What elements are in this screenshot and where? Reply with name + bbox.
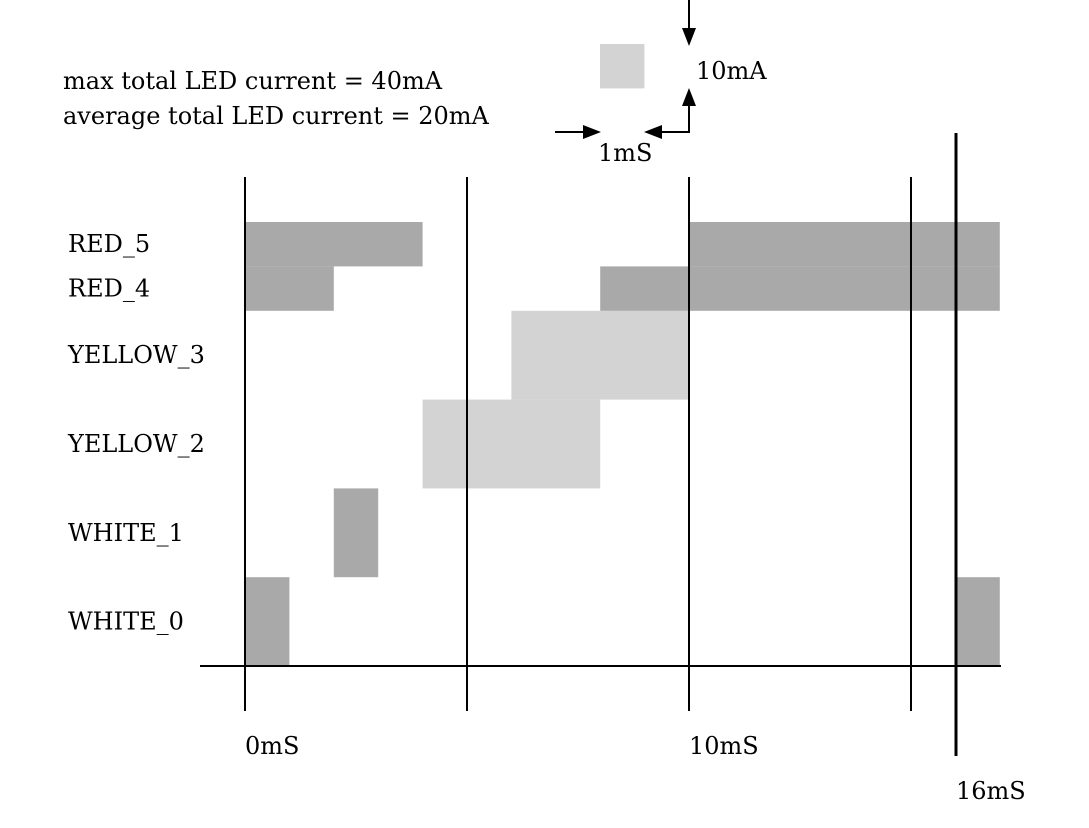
scale-current-label: 10mA [696, 57, 767, 85]
bar-white-1-0 [333, 488, 379, 578]
arrow-up-icon [682, 88, 696, 106]
bar-red-4-0 [245, 266, 334, 311]
row-label-red-4: RED_4 [68, 275, 150, 303]
bar-yellow-2-0 [422, 399, 601, 489]
row-label-white-0: WHITE_0 [68, 608, 184, 636]
axes [200, 133, 1001, 756]
row-label-red-5: RED_5 [68, 230, 150, 258]
bar-yellow-3-0 [511, 310, 689, 400]
bar-white-0-0 [245, 577, 290, 666]
note-max-current: max total LED current = 40mA [63, 67, 443, 95]
arrow-right-icon [583, 125, 601, 139]
arrow-left-icon [644, 125, 662, 139]
row-label-yellow-2: YELLOW_2 [67, 430, 205, 458]
row-label-yellow-3: YELLOW_3 [67, 341, 205, 369]
bar-white-0-1 [955, 577, 1000, 666]
time-label-10ms: 10mS [689, 732, 759, 760]
row-label-white-1: WHITE_1 [68, 519, 184, 547]
scale-key-swatch [600, 44, 645, 89]
scale-time-label: 1mS [598, 139, 652, 167]
scale-current-arrow-bottom [660, 104, 690, 133]
note-average-current: average total LED current = 20mA [63, 102, 490, 130]
row-labels: WHITE_0 WHITE_1 YELLOW_2 YELLOW_3 RED_4 RED_5 [67, 230, 205, 635]
arrow-down-icon [682, 28, 696, 46]
bar-red-5-0 [245, 222, 423, 267]
bar-red-5-1 [689, 222, 1000, 267]
time-label-0ms: 0mS [245, 732, 299, 760]
time-label-16ms: 16mS [956, 777, 1026, 805]
bar-red-4-1 [600, 266, 1000, 311]
scale-key: 10mA 1mS [555, 0, 767, 167]
current-bars [245, 222, 1000, 666]
